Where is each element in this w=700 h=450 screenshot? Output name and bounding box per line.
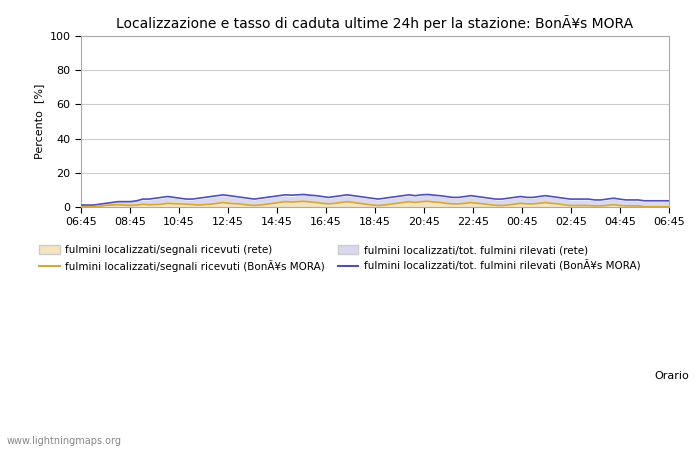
Title: Localizzazione e tasso di caduta ultime 24h per la stazione: BonÃ¥s MORA: Localizzazione e tasso di caduta ultime … xyxy=(116,15,634,31)
Text: www.lightningmaps.org: www.lightningmaps.org xyxy=(7,436,122,446)
Legend: fulmini localizzati/segnali ricevuti (rete), fulmini localizzati/segnali ricevut: fulmini localizzati/segnali ricevuti (re… xyxy=(35,241,645,277)
Text: Orario: Orario xyxy=(654,371,690,381)
Y-axis label: Percento  [%]: Percento [%] xyxy=(34,84,44,159)
